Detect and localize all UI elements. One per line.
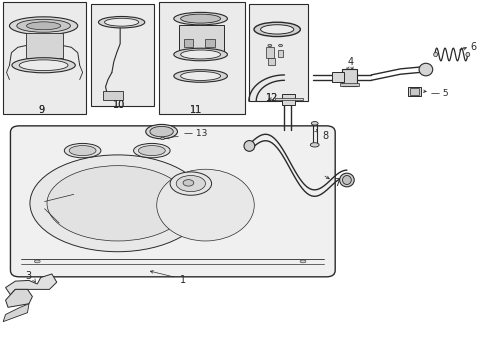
Ellipse shape xyxy=(138,145,165,156)
Ellipse shape xyxy=(278,44,282,46)
Ellipse shape xyxy=(300,260,305,263)
Ellipse shape xyxy=(173,12,227,25)
Ellipse shape xyxy=(311,122,318,125)
Bar xyxy=(183,40,193,47)
Ellipse shape xyxy=(433,52,437,57)
Ellipse shape xyxy=(260,25,293,34)
Text: — 13: — 13 xyxy=(183,129,206,138)
Bar xyxy=(339,83,358,86)
Bar xyxy=(277,50,282,57)
Polygon shape xyxy=(5,289,32,307)
Text: 9: 9 xyxy=(38,105,44,115)
Text: 10: 10 xyxy=(112,100,124,110)
Ellipse shape xyxy=(9,17,78,35)
Bar xyxy=(103,91,122,100)
Ellipse shape xyxy=(339,173,353,187)
Ellipse shape xyxy=(170,172,211,195)
Ellipse shape xyxy=(145,125,177,139)
Bar xyxy=(205,40,215,47)
Ellipse shape xyxy=(180,72,220,81)
Ellipse shape xyxy=(19,60,68,71)
Ellipse shape xyxy=(64,143,101,158)
Bar xyxy=(159,3,244,114)
Ellipse shape xyxy=(160,137,164,139)
Bar xyxy=(409,88,418,95)
Bar xyxy=(91,4,154,107)
Text: 6: 6 xyxy=(470,42,476,51)
Text: 9: 9 xyxy=(38,105,44,115)
Ellipse shape xyxy=(180,50,220,59)
Text: 3: 3 xyxy=(25,271,31,281)
Text: 11: 11 xyxy=(189,105,202,115)
Bar xyxy=(274,98,303,100)
Ellipse shape xyxy=(12,58,75,73)
Ellipse shape xyxy=(47,166,188,241)
Text: 4: 4 xyxy=(347,57,353,67)
Ellipse shape xyxy=(183,180,193,186)
Bar xyxy=(281,94,295,105)
Text: 8: 8 xyxy=(322,131,328,141)
Text: 7: 7 xyxy=(333,178,340,188)
Ellipse shape xyxy=(150,126,173,137)
Bar xyxy=(341,69,356,86)
Ellipse shape xyxy=(157,169,254,241)
Ellipse shape xyxy=(34,260,40,263)
Bar xyxy=(331,72,344,82)
Bar xyxy=(407,87,420,96)
Ellipse shape xyxy=(98,17,144,28)
Ellipse shape xyxy=(310,143,319,147)
FancyBboxPatch shape xyxy=(10,126,334,277)
Text: 1: 1 xyxy=(180,275,186,285)
Polygon shape xyxy=(5,274,57,295)
Ellipse shape xyxy=(342,176,350,184)
Ellipse shape xyxy=(133,143,170,158)
Polygon shape xyxy=(3,304,29,321)
Text: — 5: — 5 xyxy=(430,89,447,98)
Text: — 2: — 2 xyxy=(276,96,293,105)
Bar xyxy=(26,33,62,58)
Ellipse shape xyxy=(180,14,220,23)
Ellipse shape xyxy=(104,18,139,26)
Ellipse shape xyxy=(253,22,300,37)
Ellipse shape xyxy=(244,140,254,151)
Text: 10: 10 xyxy=(112,100,124,110)
Bar xyxy=(249,4,307,101)
Ellipse shape xyxy=(176,176,205,192)
Bar xyxy=(3,3,86,114)
Text: 11: 11 xyxy=(189,105,202,115)
Bar xyxy=(266,47,273,58)
Bar xyxy=(178,25,224,54)
Ellipse shape xyxy=(17,19,70,32)
Ellipse shape xyxy=(69,145,96,156)
Ellipse shape xyxy=(26,22,61,30)
Ellipse shape xyxy=(267,44,271,46)
Text: 12: 12 xyxy=(265,93,277,103)
Bar xyxy=(267,58,274,64)
Ellipse shape xyxy=(173,48,227,61)
Ellipse shape xyxy=(418,63,432,76)
Ellipse shape xyxy=(30,155,205,252)
Text: 12: 12 xyxy=(265,93,277,103)
Ellipse shape xyxy=(465,52,469,57)
Ellipse shape xyxy=(173,70,227,82)
